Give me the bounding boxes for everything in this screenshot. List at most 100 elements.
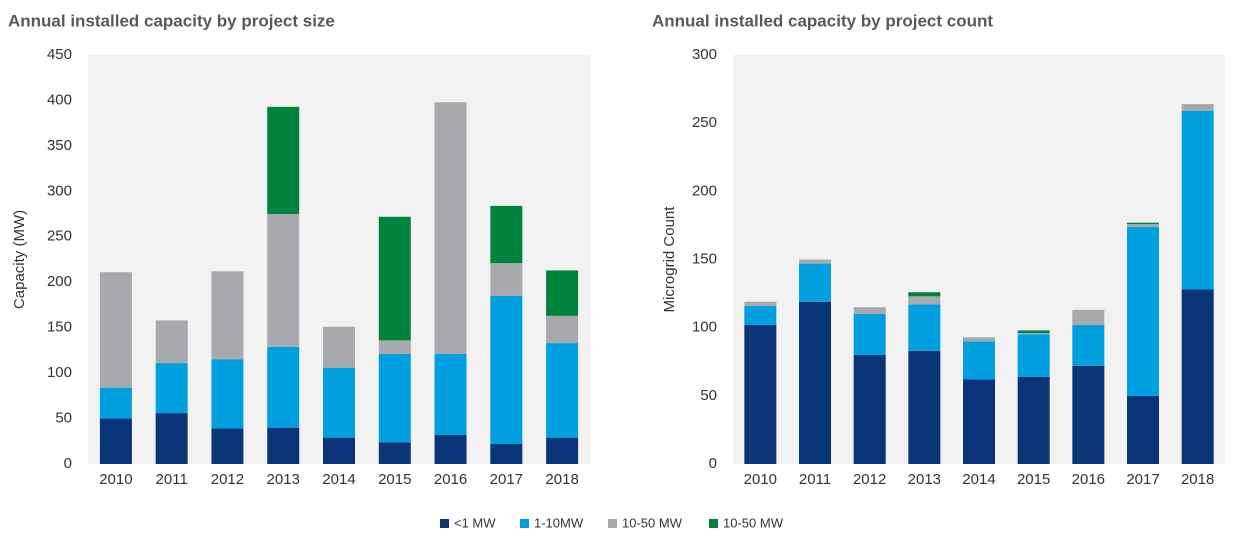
bar-segment (1181, 104, 1214, 111)
bar-segment (963, 337, 995, 342)
x-tick-label: 2011 (156, 471, 188, 488)
y-axis-label: Capacity (MW) (11, 210, 28, 309)
bar-segment (546, 270, 579, 316)
bar-segment (963, 341, 995, 380)
bar-segment (490, 444, 523, 464)
bar-segment (908, 292, 941, 297)
y-tick-label: 50 (700, 387, 717, 404)
legend-label: 10-50 MW (622, 515, 683, 530)
bar-segment (378, 354, 411, 443)
x-tick-label: 2010 (744, 471, 777, 488)
x-tick-label: 2018 (545, 471, 578, 488)
bar-segment (546, 343, 579, 438)
y-tick-label: 200 (692, 182, 717, 199)
x-tick-label: 2012 (211, 471, 244, 488)
bar-segment (323, 326, 355, 368)
bar-segment (853, 314, 886, 355)
bar-segment (99, 418, 132, 464)
bar-segment (99, 387, 132, 419)
x-tick-label: 2016 (1072, 471, 1105, 488)
legend-swatch (520, 519, 529, 528)
x-tick-label: 2018 (1181, 471, 1214, 488)
y-tick-label: 100 (47, 364, 72, 381)
y-tick-label: 450 (47, 46, 72, 63)
legend-swatch (440, 519, 449, 528)
bar-segment (1181, 289, 1214, 464)
legend-label: 10-50 MW (723, 515, 784, 530)
y-tick-label: 300 (47, 182, 72, 199)
bar-segment (1017, 334, 1050, 377)
y-tick-label: 250 (692, 114, 717, 131)
bar-segment (490, 295, 523, 445)
bar-segment (1072, 309, 1105, 325)
bar-segment (490, 263, 523, 296)
x-tick-label: 2015 (1017, 471, 1050, 488)
bar-segment (434, 354, 467, 435)
bar-segment (211, 428, 244, 464)
bar-segment (1072, 365, 1105, 464)
y-tick-label: 100 (692, 319, 717, 336)
legend-swatch (709, 519, 718, 528)
bar-segment (853, 354, 886, 464)
x-tick-label: 2012 (853, 471, 886, 488)
y-tick-label: 150 (692, 250, 717, 267)
bar-segment (908, 296, 941, 305)
y-tick-label: 400 (47, 91, 72, 108)
legend-swatch (608, 519, 617, 528)
bar-segment (155, 363, 188, 414)
y-tick-label: 0 (64, 455, 72, 472)
y-tick-label: 200 (47, 273, 72, 290)
y-axis-label: Microgrid Count (661, 206, 678, 313)
y-tick-label: 350 (47, 137, 72, 154)
bar-segment (744, 324, 777, 464)
y-tick-label: 250 (47, 228, 72, 245)
bar-segment (546, 315, 579, 344)
bar-segment (155, 413, 188, 464)
bar-segment (1127, 226, 1159, 396)
bar-segment (267, 427, 300, 464)
x-tick-label: 2011 (799, 471, 831, 488)
bar-segment (378, 340, 411, 355)
bar-segment (1017, 376, 1050, 464)
x-tick-label: 2014 (322, 471, 355, 488)
chart-title: Annual installed capacity by project cou… (652, 11, 993, 30)
y-tick-label: 0 (709, 455, 717, 472)
y-tick-label: 50 (55, 410, 72, 427)
bar-segment (799, 259, 831, 264)
x-tick-label: 2014 (962, 471, 995, 488)
bar-segment (323, 437, 355, 464)
bar-segment (323, 367, 355, 438)
bar-segment (853, 307, 886, 315)
x-tick-label: 2017 (1126, 471, 1159, 488)
x-tick-label: 2017 (490, 471, 523, 488)
bar-segment (1127, 224, 1159, 227)
bar-segment (211, 271, 244, 360)
bar-segment (1127, 395, 1159, 464)
bar-segment (744, 305, 777, 325)
bar-segment (211, 359, 244, 429)
bar-segment (908, 304, 941, 351)
chart-title: Annual installed capacity by project siz… (8, 11, 335, 30)
bar-segment (799, 301, 831, 464)
x-tick-label: 2013 (908, 471, 941, 488)
bar-segment (267, 106, 300, 215)
bar-segment (267, 346, 300, 428)
bar-segment (99, 272, 132, 388)
bar-segment (490, 205, 523, 264)
bar-segment (1127, 222, 1159, 225)
bar-segment (434, 434, 467, 464)
x-tick-label: 2016 (434, 471, 467, 488)
y-tick-label: 150 (47, 319, 72, 336)
x-tick-label: 2010 (99, 471, 132, 488)
x-tick-label: 2013 (267, 471, 300, 488)
bar-segment (267, 214, 300, 347)
bar-segment (546, 437, 579, 464)
bar-segment (1017, 330, 1050, 334)
bar-segment (155, 320, 188, 364)
legend-label: 1-10MW (534, 515, 584, 530)
legend-label: <1 MW (454, 515, 496, 530)
bar-segment (963, 379, 995, 464)
x-tick-label: 2015 (378, 471, 411, 488)
bar-segment (1181, 110, 1214, 290)
